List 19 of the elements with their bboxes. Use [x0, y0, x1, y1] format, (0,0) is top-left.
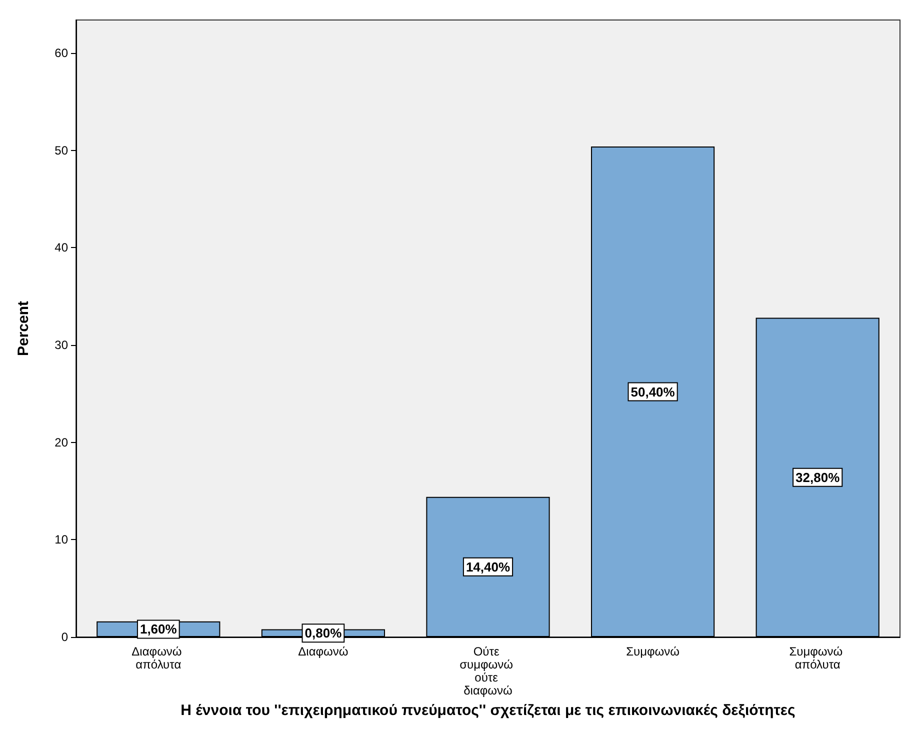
y-tick-label: 60: [54, 46, 68, 60]
x-tick-label: Συμφωνώ απόλυτα: [789, 644, 846, 672]
y-tick-label: 30: [54, 338, 68, 352]
y-tick-label: 40: [54, 240, 68, 255]
data-label: 14,40%: [466, 559, 510, 574]
y-axis-title: Percent: [15, 300, 32, 356]
x-axis-title: Η έννοια του ''επιχειρηματικού πνεύματος'' σχετίζεται με τις επικοινωνιακές δεξιότητες: [180, 702, 796, 719]
y-tick-label: 0: [61, 630, 68, 644]
y-tick-label: 20: [54, 435, 68, 450]
x-tick-label: Συμφωνώ: [626, 644, 680, 658]
data-label: 0,80%: [304, 626, 342, 641]
x-tick-label: Διαφωνώ: [298, 644, 348, 658]
y-tick-label: 50: [54, 143, 68, 158]
data-label: 32,80%: [796, 470, 840, 485]
data-label: 1,60%: [140, 622, 178, 637]
y-tick-label: 10: [54, 532, 68, 547]
data-label: 50,40%: [630, 384, 676, 400]
x-tick-label: Ούτε συμφωνώ ούτε διαφωνώ: [460, 644, 516, 698]
x-tick-label: Διαφωνώ απόλυτα: [132, 644, 186, 672]
